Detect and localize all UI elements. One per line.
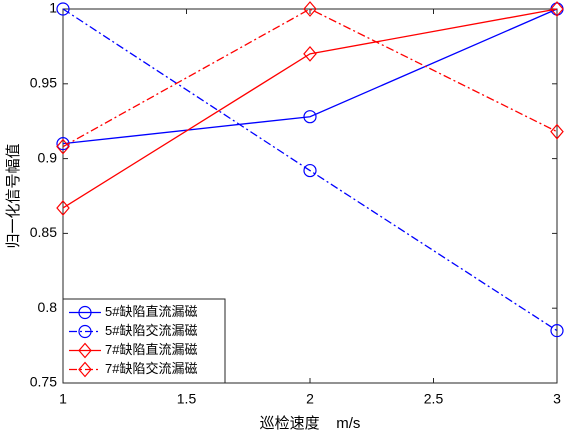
y-tick-label: 0.95 [30,75,57,91]
data-point [303,45,317,62]
x-tick-label: 1 [59,391,67,407]
data-point [56,138,70,155]
data-point [303,163,317,178]
y-tick-label: 0.75 [30,374,57,390]
x-tick-label: 2 [306,391,314,407]
data-point [550,324,564,338]
data-point [550,123,564,140]
legend-text: 7#缺陷交流漏磁 [105,361,197,376]
x-axis-label: 巡检速度 m/s [260,415,361,432]
data-point [303,110,317,124]
series-line [62,8,558,145]
legend: 5#缺陷直流漏磁 5#缺陷交流漏磁 7#缺陷直流漏磁 7#缺陷交流漏磁 [62,298,226,384]
data-point [56,200,70,216]
legend-text: 5#缺陷直流漏磁 [105,304,197,319]
legend-text: 5#缺陷交流漏磁 [105,323,197,338]
x-tick-label: 3 [553,391,561,407]
data-point [56,2,70,16]
legend-marker [78,342,92,359]
data-point [550,1,564,17]
legend-marker [78,305,92,320]
data-point [303,1,317,17]
legend-text: 7#缺陷直流漏磁 [105,342,197,357]
series-line [62,8,558,209]
x-tick-label: 2.5 [424,391,444,407]
legend-marker [78,361,92,378]
x-tick-label: 1.5 [177,391,197,407]
y-tick-label: 0.9 [38,149,58,165]
series-line [62,8,558,148]
series-line [62,8,558,332]
y-tick-label: 0.85 [30,224,57,240]
y-axis-label: 归一化信号幅值 [5,143,22,248]
y-tick-label: 1 [49,0,57,16]
legend-marker [78,324,92,339]
y-tick-label: 0.8 [38,299,58,315]
